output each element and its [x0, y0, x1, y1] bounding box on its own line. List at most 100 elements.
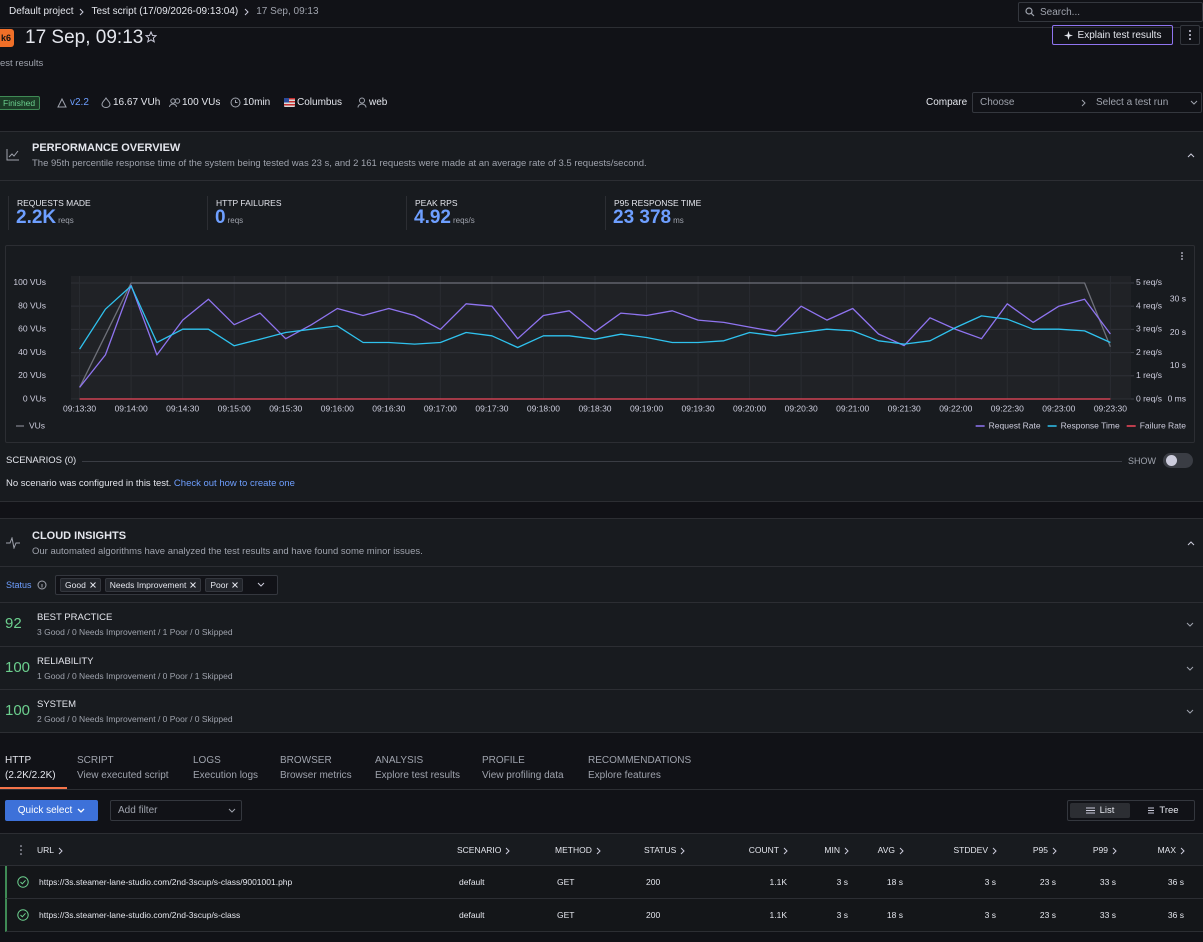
table-cell: 33 s — [1099, 910, 1116, 920]
star-icon[interactable] — [145, 31, 157, 43]
divider — [82, 461, 1122, 462]
y3-tick-label: 0 ms — [1168, 393, 1186, 403]
column-header[interactable]: URL — [37, 834, 64, 867]
tab[interactable]: BROWSER Browser metrics — [280, 755, 352, 781]
tab[interactable]: SCRIPT View executed script — [77, 755, 169, 781]
toggle[interactable] — [1163, 453, 1193, 468]
chip-label: Good — [65, 580, 86, 590]
column-header[interactable]: P99 — [1093, 834, 1118, 867]
y-tick-label: 20 VUs — [18, 370, 46, 380]
table-cell: 3 s — [984, 910, 996, 920]
chevron — [992, 847, 997, 854]
compare-run: Select a test run — [1096, 97, 1169, 108]
table-cell: https://3s.steamer-lane-studio.com/2nd-3… — [39, 877, 293, 887]
column-header[interactable]: SCENARIO — [457, 834, 511, 867]
filter-input[interactable]: Add filter — [110, 800, 242, 821]
legend-label: Request Rate — [989, 420, 1041, 430]
scenario-icon — [357, 97, 367, 108]
chart-frame: 0 VUs 20 VUs 40 VUs 60 VUs 80 VUs 100 VUs 0 re… — [5, 245, 1195, 443]
stat-divider — [8, 196, 9, 230]
table-row: https://3s.steamer-lane-studio.com/2nd-3… — [5, 866, 1203, 899]
column-label: STDDEV — [953, 845, 988, 855]
x-tick-label: 09:19:30 — [682, 403, 715, 413]
section-description: Our automated algorithms have analyzed t… — [32, 546, 423, 557]
column-header[interactable]: AVG — [878, 834, 905, 867]
column-header[interactable]: MAX — [1158, 834, 1186, 867]
view-option[interactable]: List — [1070, 803, 1130, 818]
chevron-path — [992, 847, 997, 854]
chevron-path — [680, 847, 685, 854]
y2-tick-label: 5 req/s — [1136, 277, 1162, 287]
chevron-path — [1052, 847, 1057, 854]
column-header[interactable]: P95 — [1033, 834, 1058, 867]
table-cell: 18 s — [886, 910, 903, 920]
insight-group[interactable]: 100 SYSTEM 2 Good / 0 Needs Improvement / … — [0, 689, 1203, 732]
x-tick-label: 09:22:00 — [939, 403, 972, 413]
chart-menu[interactable] — [1181, 255, 1183, 257]
table-row: https://3s.steamer-lane-studio.com/2nd-3… — [5, 899, 1203, 932]
dot — [20, 845, 22, 847]
column-menu[interactable] — [19, 845, 23, 855]
tab[interactable]: PROFILE View profiling data — [482, 755, 564, 781]
more-button[interactable] — [1180, 25, 1200, 45]
collapse-icon[interactable] — [1187, 152, 1195, 158]
tab[interactable]: RECOMMENDATIONS Explore features — [588, 755, 691, 781]
chevron-down — [228, 808, 236, 813]
k6-version[interactable]: v2.2 — [70, 97, 89, 108]
x-path — [232, 582, 239, 588]
breadcrumb[interactable]: Test script (17/09/2026-09:13:04) — [91, 6, 239, 17]
chip-label: Poor — [210, 580, 229, 590]
status-filter[interactable]: Good Needs Improvement Poor — [55, 575, 278, 595]
breadcrumb[interactable]: Default project — [9, 6, 74, 17]
table-cell: 3 s — [836, 910, 848, 920]
help-link[interactable]: Check out how to create one — [173, 478, 295, 489]
tab[interactable]: ANALYSIS Explore test results — [375, 755, 460, 781]
explain-button[interactable]: Explain test results — [1052, 25, 1173, 45]
column-label: MIN — [824, 845, 840, 855]
tab[interactable]: LOGS Execution logs — [193, 755, 258, 781]
insight-score: 92 — [5, 615, 22, 632]
column-header[interactable]: COUNT — [749, 834, 789, 867]
tab[interactable]: HTTP (2.2K/2.2K) — [5, 755, 56, 781]
column-header[interactable]: MIN — [824, 834, 850, 867]
chevron-path — [244, 8, 249, 15]
insight-group[interactable]: 100 RELIABILITY 1 Good / 0 Needs Improveme… — [0, 645, 1203, 689]
tab-title: LOGS — [193, 755, 221, 766]
quick-select[interactable]: Quick select — [5, 800, 98, 821]
view-icon — [1148, 807, 1155, 814]
search-placeholder: Search... — [1040, 6, 1081, 18]
x-tick-label: 09:23:00 — [1042, 403, 1075, 413]
view-option[interactable]: Tree — [1132, 803, 1192, 818]
column-header[interactable]: METHOD — [555, 834, 602, 867]
chart-menu[interactable] — [1181, 252, 1183, 254]
chevron-path — [1186, 622, 1194, 627]
stat-value-row: 23 378 ms — [613, 207, 684, 229]
tab-subtitle: View executed script — [77, 770, 169, 781]
tab-title: ANALYSIS — [375, 755, 424, 766]
table-cell: 23 s — [1039, 877, 1056, 887]
legend-label: Response Time — [1061, 420, 1120, 430]
explain-label: Explain test results — [1077, 29, 1162, 41]
search-box[interactable]: Search... — [1018, 2, 1203, 22]
insight-summary: 3 Good / 0 Needs Improvement / 1 Poor / … — [37, 627, 233, 637]
column-label: STATUS — [644, 845, 677, 855]
x-tick-label: 09:14:30 — [166, 403, 199, 413]
x-tick-label: 09:20:30 — [785, 403, 818, 413]
insight-group[interactable]: 92 BEST PRACTICE 3 Good / 0 Needs Improvem… — [0, 602, 1203, 645]
filter-chip: Poor — [205, 578, 244, 592]
y-tick-label: 60 VUs — [18, 324, 46, 334]
column-header[interactable]: STDDEV — [954, 834, 998, 867]
compare-select[interactable]: Choose Select a test run — [972, 92, 1202, 113]
chip-remove[interactable] — [89, 582, 96, 588]
chart-menu[interactable] — [1181, 258, 1183, 260]
column-label: URL — [37, 845, 55, 855]
table-cell: 3 s — [836, 877, 848, 887]
chip-remove[interactable] — [232, 582, 239, 588]
chip-remove[interactable] — [190, 582, 197, 588]
filter-label: Status — [6, 580, 32, 590]
x-tick-label: 09:15:00 — [218, 403, 251, 413]
top-bar — [0, 0, 1203, 28]
y-tick-label: 80 VUs — [18, 300, 46, 310]
collapse-icon[interactable] — [1187, 540, 1195, 546]
column-header[interactable]: STATUS — [644, 834, 686, 867]
